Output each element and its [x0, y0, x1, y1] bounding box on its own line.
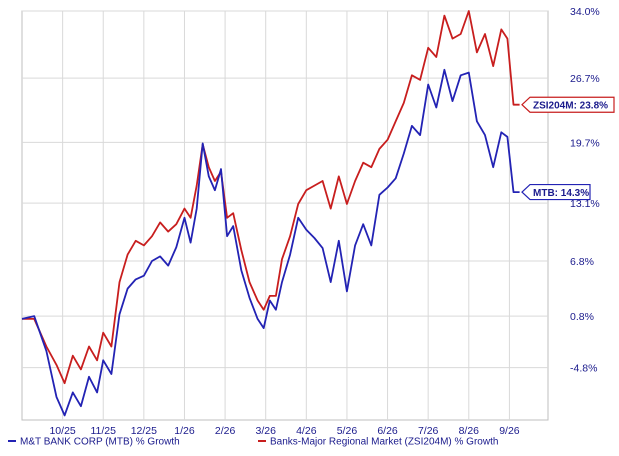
- series-lines: [21, 10, 520, 417]
- x-tick-label: 5/26: [337, 425, 358, 437]
- legend: M&T BANK CORP (MTB) % Growth Banks-Major …: [8, 437, 498, 448]
- legend-item-mtb-label: M&T BANK CORP (MTB) % Growth: [20, 437, 180, 448]
- zsi204m-series-line: [22, 10, 520, 385]
- legend-item-zsi204m-label: Banks-Major Regional Market (ZSI204M) % …: [270, 437, 498, 448]
- y-tick-label: 26.7%: [570, 73, 600, 85]
- x-axis: 10/25 11/25 12/25 1/26 2/26 3/26 4/26 5/26 6/26 7…: [49, 425, 519, 437]
- callouts: MTB: 14.3% ZSI204M: 23.8%: [521, 96, 615, 201]
- mtb-callout-label: MTB: 14.3%: [533, 188, 589, 199]
- mtb-callout-box: [521, 183, 591, 201]
- x-tick-label: 7/26: [418, 425, 439, 437]
- mtb-callout: MTB: 14.3%: [521, 183, 591, 201]
- x-tick-label: 12/25: [131, 425, 157, 437]
- legend-item-zsi204m: Banks-Major Regional Market (ZSI204M) % …: [258, 437, 498, 448]
- y-tick-label: 6.8%: [570, 256, 594, 268]
- x-tick-label: 4/26: [296, 425, 317, 437]
- mtb-series-line: [21, 68, 520, 417]
- y-tick-label: -4.8%: [570, 363, 597, 375]
- x-tick-label: 11/25: [90, 425, 116, 437]
- zsi204m-callout-label: ZSI204M: 23.8%: [533, 101, 608, 112]
- zsi204m-callout: ZSI204M: 23.8%: [521, 96, 615, 113]
- zsi204m-callout-box: [521, 96, 615, 113]
- x-tick-label: 1/26: [174, 425, 195, 437]
- legend-item-mtb: M&T BANK CORP (MTB) % Growth: [8, 437, 180, 448]
- y-tick-label: 34.0%: [570, 6, 600, 18]
- x-tick-label: 10/25: [49, 425, 75, 437]
- y-tick-label: 0.8%: [570, 311, 594, 323]
- y-tick-label: 13.1%: [570, 198, 600, 210]
- y-tick-label: 19.7%: [570, 137, 600, 149]
- x-tick-label: 6/26: [377, 425, 398, 437]
- x-tick-label: 2/26: [215, 425, 236, 437]
- y-axis: 34.0% 26.7% 19.7% 13.1% 6.8% 0.8% -4.8%: [570, 6, 600, 375]
- x-tick-label: 8/26: [459, 425, 480, 437]
- x-tick-label: 9/26: [499, 425, 520, 437]
- x-tick-label: 3/26: [255, 425, 276, 437]
